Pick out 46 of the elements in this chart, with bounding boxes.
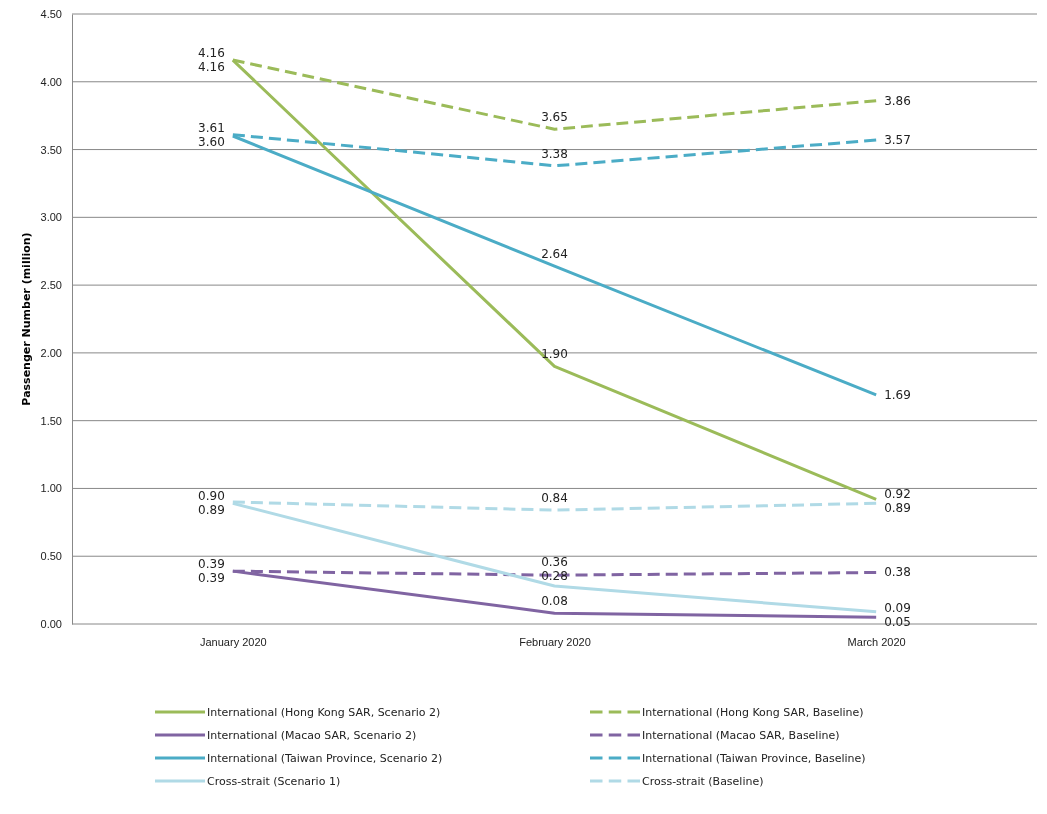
- data-label: 0.84: [541, 491, 568, 506]
- data-label: 0.36: [541, 554, 568, 569]
- data-label: 2.64: [541, 247, 568, 262]
- data-label: 0.39: [198, 557, 225, 572]
- y-tick-label: 3.00: [40, 211, 62, 224]
- legend-label: International (Taiwan Province, Baseline): [642, 752, 866, 765]
- data-label: 0.92: [884, 487, 911, 502]
- data-label: 0.08: [541, 594, 568, 609]
- legend-label: Cross-strait (Scenario 1): [207, 775, 341, 788]
- data-label: 3.65: [541, 110, 568, 125]
- legend-label: Cross-strait (Baseline): [642, 775, 764, 788]
- legend-label: International (Hong Kong SAR, Baseline): [642, 706, 864, 719]
- y-tick-label: 4.00: [40, 75, 62, 88]
- data-label: 4.16: [198, 60, 225, 75]
- x-tick-label: January 2020: [200, 635, 267, 648]
- data-label: 3.38: [541, 146, 568, 161]
- legend-label: International (Hong Kong SAR, Scenario 2): [207, 706, 441, 719]
- y-axis-title: Passenger Number (million): [20, 232, 33, 406]
- data-label: 3.61: [198, 121, 225, 136]
- y-tick-label: 1.50: [40, 414, 62, 427]
- data-label: 0.89: [198, 502, 225, 517]
- y-tick-label: 3.50: [40, 143, 62, 156]
- data-label: 0.38: [884, 565, 911, 580]
- legend-label: International (Taiwan Province, Scenario 2): [207, 752, 443, 765]
- y-tick-label: 0.50: [40, 550, 62, 563]
- data-label: 3.86: [884, 93, 911, 108]
- data-label: 0.05: [884, 614, 911, 629]
- data-label: 0.39: [198, 571, 225, 586]
- data-label: 1.90: [541, 347, 568, 362]
- y-tick-label: 4.50: [40, 8, 62, 21]
- data-label: 3.60: [198, 135, 225, 150]
- x-tick-label: February 2020: [519, 635, 591, 648]
- data-label: 0.90: [198, 488, 225, 503]
- data-label: 4.16: [198, 46, 225, 61]
- y-tick-label: 1.00: [40, 482, 62, 495]
- legend-label: International (Macao SAR, Baseline): [642, 729, 840, 742]
- x-tick-label: March 2020: [847, 635, 906, 648]
- y-tick-label: 2.00: [40, 346, 62, 359]
- y-tick-label: 2.50: [40, 279, 62, 292]
- data-label: 1.69: [884, 387, 911, 402]
- legend-label: International (Macao SAR, Scenario 2): [207, 729, 417, 742]
- data-label: 3.57: [884, 133, 911, 148]
- data-label: 0.09: [884, 600, 911, 615]
- data-label: 0.28: [541, 568, 568, 583]
- data-label: 0.89: [884, 501, 911, 516]
- y-tick-label: 0.00: [40, 618, 62, 631]
